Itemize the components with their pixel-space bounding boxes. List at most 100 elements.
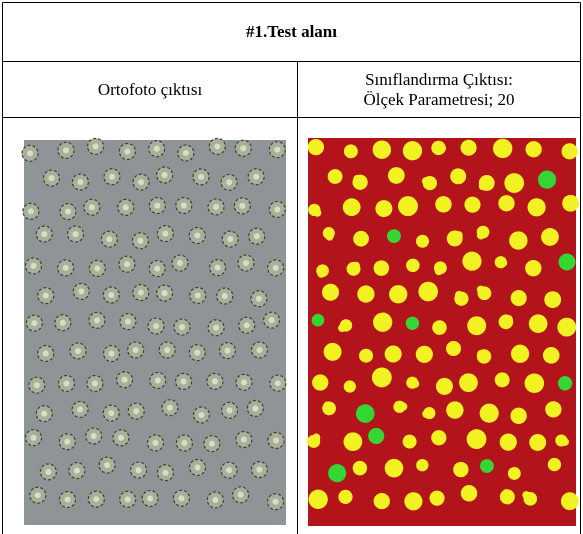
texture — [348, 383, 356, 391]
texture — [239, 203, 245, 209]
texture — [162, 470, 168, 476]
texture — [347, 439, 355, 447]
texture — [499, 259, 507, 267]
texture — [241, 379, 247, 385]
texture — [551, 293, 559, 301]
texture — [167, 405, 173, 411]
texture — [164, 347, 170, 353]
texture — [269, 317, 275, 323]
texture — [326, 233, 334, 241]
texture — [138, 290, 144, 296]
texture — [89, 204, 95, 210]
texture — [75, 348, 81, 354]
texture — [428, 284, 436, 292]
texture — [498, 377, 506, 385]
texture — [41, 231, 47, 237]
texture — [213, 204, 219, 210]
texture — [516, 353, 524, 361]
header-line: Ölçek Parametresi; 20 — [363, 90, 514, 110]
texture — [45, 469, 51, 475]
texture — [93, 496, 99, 502]
texture — [464, 141, 472, 149]
texture — [209, 441, 215, 447]
texture — [31, 320, 37, 326]
texture — [380, 265, 388, 273]
texture — [136, 467, 142, 473]
texture — [43, 293, 49, 299]
texture — [538, 171, 556, 189]
texture — [330, 172, 338, 180]
texture — [516, 237, 524, 245]
texture — [147, 495, 153, 501]
texture — [226, 179, 232, 185]
texture — [30, 435, 36, 441]
texture — [154, 146, 160, 152]
texture — [411, 380, 419, 388]
texture — [422, 177, 430, 185]
texture — [530, 437, 538, 445]
texture — [546, 405, 554, 413]
texture — [329, 347, 337, 355]
texture — [154, 203, 160, 209]
texture — [198, 174, 204, 180]
texture — [566, 498, 574, 506]
texture — [353, 175, 361, 183]
texture — [382, 203, 390, 211]
texture — [386, 464, 394, 472]
texture — [73, 231, 79, 237]
texture — [435, 322, 443, 330]
texture — [406, 317, 419, 330]
texture — [243, 260, 249, 266]
texture — [155, 377, 161, 383]
texture — [381, 314, 389, 322]
texture — [222, 293, 228, 299]
texture — [124, 149, 130, 155]
texture — [253, 174, 259, 180]
texture — [311, 145, 319, 153]
texture — [329, 286, 337, 294]
texture — [446, 346, 454, 354]
texture — [154, 266, 160, 272]
texture — [162, 290, 168, 296]
texture — [213, 325, 219, 331]
texture — [374, 496, 382, 504]
texture — [352, 262, 360, 270]
texture — [63, 265, 69, 271]
texture — [214, 143, 220, 149]
texture — [28, 208, 34, 214]
texture — [438, 144, 446, 152]
header-line: Sınıflandırma Çıktısı: — [365, 70, 513, 90]
texture — [43, 350, 49, 356]
texture — [27, 150, 33, 156]
texture — [551, 350, 559, 358]
texture — [531, 143, 539, 151]
texture — [77, 179, 83, 185]
texture — [338, 324, 346, 332]
texture — [561, 438, 569, 446]
texture — [49, 175, 55, 181]
texture — [256, 347, 262, 353]
texture — [93, 143, 99, 149]
texture — [118, 435, 124, 441]
texture — [60, 320, 66, 326]
texture — [108, 410, 114, 416]
texture — [64, 439, 70, 445]
orthophoto-image — [22, 138, 286, 525]
texture — [531, 318, 539, 326]
texture — [418, 282, 438, 302]
texture — [566, 149, 574, 157]
texture — [104, 462, 110, 468]
texture — [122, 377, 128, 383]
texture — [153, 323, 159, 329]
page: #1.Test alanı Ortofoto çıktısı Sınıfland… — [0, 0, 583, 534]
texture — [194, 464, 200, 470]
texture — [467, 492, 475, 500]
texture — [316, 497, 324, 505]
texture — [500, 201, 508, 209]
texture — [387, 229, 401, 243]
texture — [312, 434, 320, 442]
texture — [442, 204, 450, 212]
texture — [181, 378, 187, 384]
texture — [568, 202, 576, 210]
texture — [162, 231, 168, 237]
